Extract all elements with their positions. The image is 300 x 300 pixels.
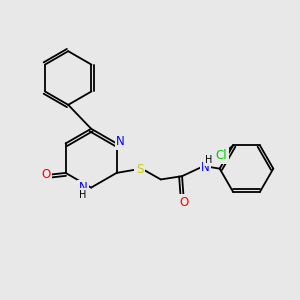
Text: N: N [116,135,125,148]
Text: O: O [179,196,188,209]
Text: O: O [41,168,51,181]
Text: H: H [205,155,212,165]
Text: H: H [79,190,87,200]
Text: S: S [136,163,143,176]
Text: N: N [79,181,87,194]
Text: N: N [201,160,210,173]
Text: Cl: Cl [216,149,227,162]
